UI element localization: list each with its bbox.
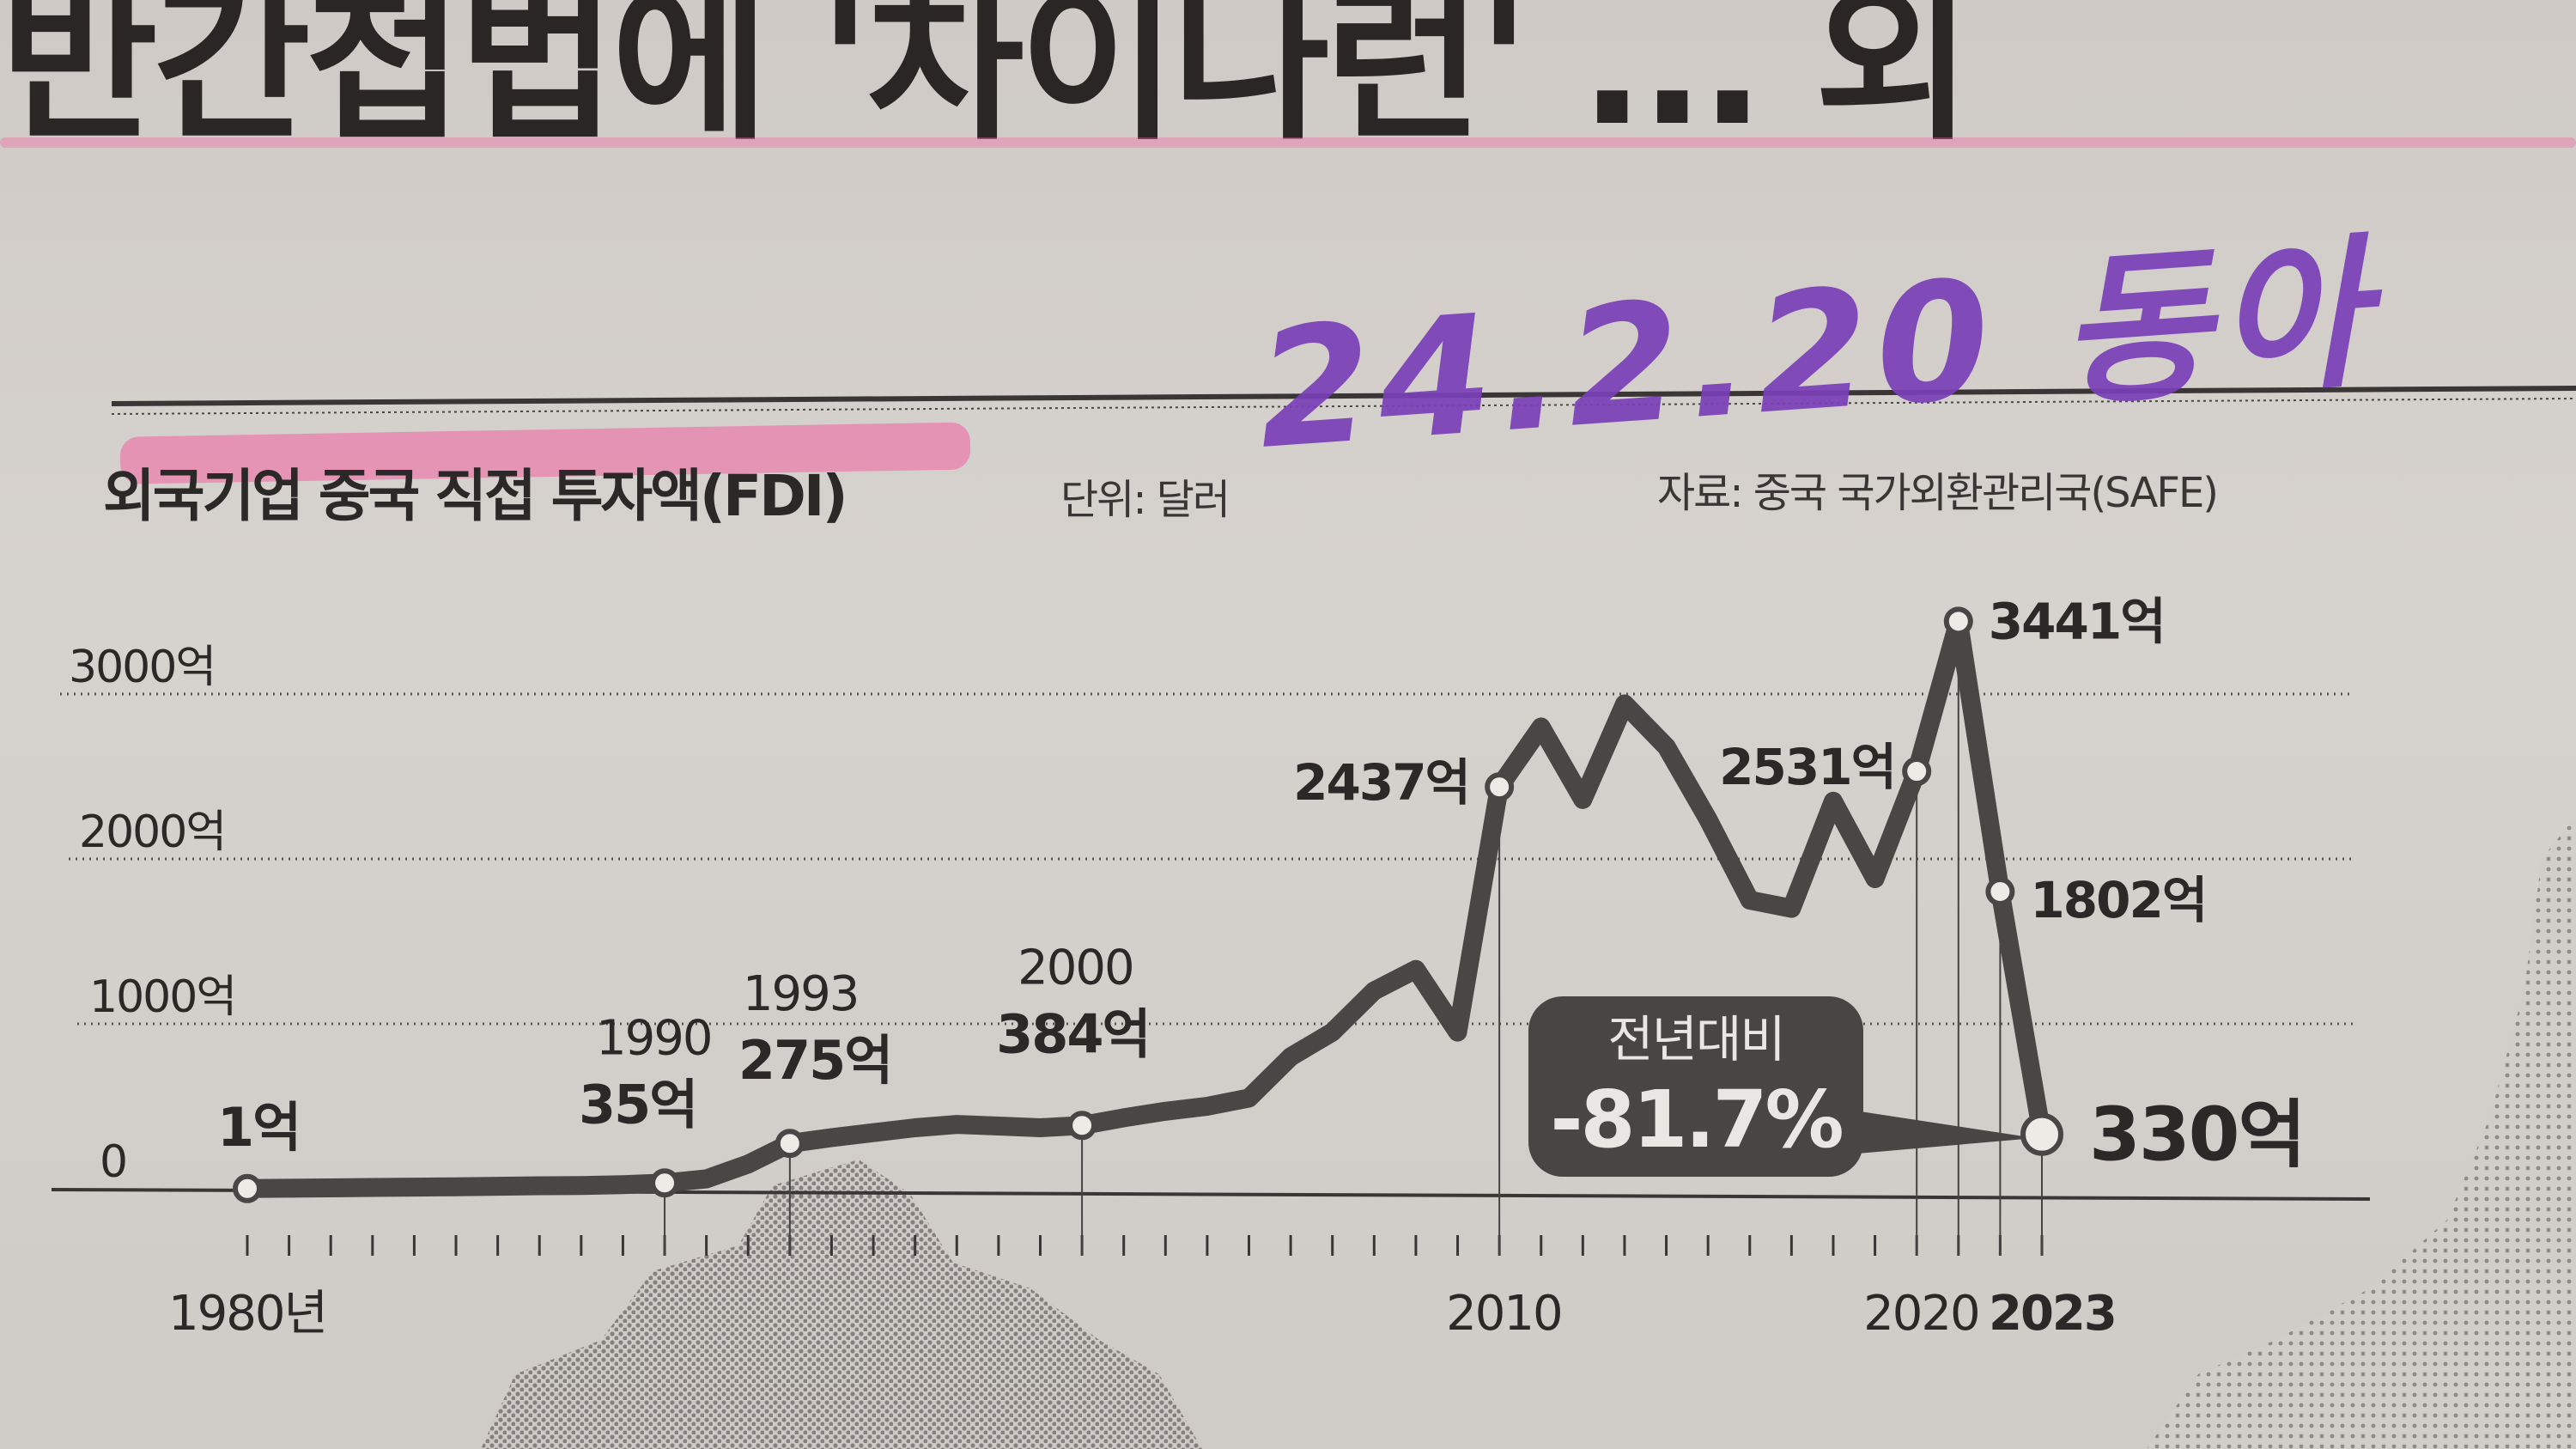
data-label: 1802억 bbox=[2030, 871, 2206, 929]
data-label: 384억 bbox=[996, 1002, 1149, 1065]
data-point bbox=[1943, 606, 1973, 636]
callout-line1: 전년대비 bbox=[1607, 1010, 1783, 1068]
x-tick-label: 1980년 bbox=[168, 1286, 326, 1342]
year-guide-lines bbox=[664, 621, 2043, 1256]
chart-title: 외국기업 중국 직접 투자액(FDI) bbox=[103, 463, 846, 529]
data-point bbox=[1985, 877, 2015, 907]
callout-line2: -81.7% bbox=[1550, 1074, 1842, 1166]
series-layer bbox=[233, 606, 2063, 1203]
x-axis: 1980년 2010 2020 2023 bbox=[168, 1235, 2117, 1342]
y-tick-label: 1000억 bbox=[89, 971, 235, 1023]
grid-lines: 0 1000억 2000억 3000억 bbox=[51, 642, 2371, 1201]
data-point bbox=[775, 1129, 805, 1159]
data-label: 3441억 bbox=[1989, 592, 2165, 650]
data-label: 330억 bbox=[2089, 1093, 2305, 1178]
callout-pointer bbox=[1838, 1108, 2035, 1155]
y-tick-label: 2000억 bbox=[79, 807, 225, 858]
y-tick-label: 3000억 bbox=[69, 642, 215, 693]
data-label: 2531억 bbox=[1719, 738, 1895, 796]
data-point bbox=[650, 1168, 680, 1198]
x-tick-label: 2023 bbox=[1989, 1286, 2116, 1342]
headline: 반간첩법에 '차이나런' ... 외 bbox=[0, 0, 1972, 164]
data-point bbox=[1485, 772, 1515, 802]
y-tick-label: 0 bbox=[100, 1136, 126, 1188]
unit-label: 단위: 달러 bbox=[1060, 476, 1229, 524]
data-point bbox=[1067, 1111, 1097, 1141]
map-silhouette-left bbox=[481, 1160, 1202, 1449]
data-point bbox=[2020, 1112, 2063, 1156]
handwritten-date-note: 24.2.20 동아 bbox=[1252, 217, 2391, 485]
data-labels: 1억 35억 1990 275억 1993 384억 2000 2437억 2531억 3441억… bbox=[217, 592, 2306, 1178]
title-highlight bbox=[119, 422, 971, 484]
data-point bbox=[233, 1173, 262, 1203]
fdi-series-line bbox=[238, 612, 2051, 1198]
x-tick-label: 2020 bbox=[1863, 1286, 1979, 1342]
data-label: 275억 bbox=[738, 1029, 891, 1092]
year-annotation: 2000 bbox=[1018, 940, 1133, 995]
data-label: 2437억 bbox=[1293, 753, 1469, 812]
callout-box bbox=[1528, 996, 1863, 1177]
header-rule bbox=[111, 386, 2576, 406]
source-label: 자료: 중국 국가외환관리국(SAFE) bbox=[1657, 469, 2217, 517]
yoy-callout: 전년대비 -81.7% bbox=[1528, 996, 2035, 1177]
data-point bbox=[1902, 757, 1932, 787]
map-silhouette-right bbox=[2147, 816, 2576, 1449]
headline-underline-highlight bbox=[0, 137, 2576, 148]
year-annotation: 1990 bbox=[596, 1010, 712, 1066]
x-tick-label: 2010 bbox=[1446, 1286, 1562, 1342]
year-annotation: 1993 bbox=[743, 966, 859, 1022]
data-label: 1억 bbox=[217, 1096, 300, 1159]
data-label: 35억 bbox=[579, 1073, 696, 1135]
header-rule-thin bbox=[111, 398, 2576, 415]
